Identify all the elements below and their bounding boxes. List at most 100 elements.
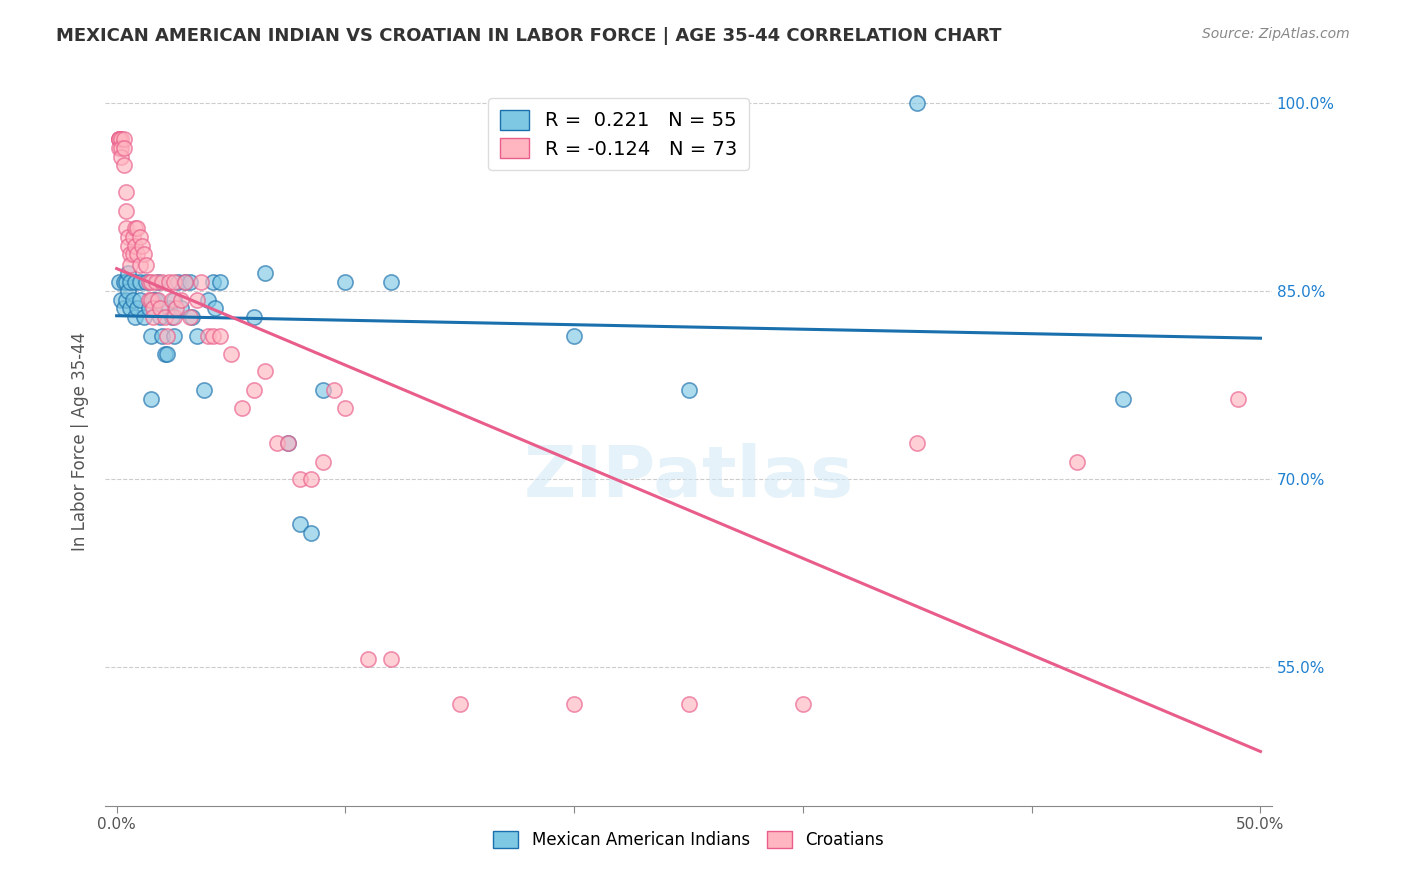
Point [127,247,149,261]
Point [138,293,160,307]
Point [139,293,162,307]
Point [299,472,322,486]
Point [108,141,131,155]
Point [110,132,132,146]
Point [139,329,162,343]
Point [121,247,143,261]
Point [179,275,201,289]
Point [254,266,277,280]
Point [110,149,132,163]
Point [357,651,380,665]
Point [112,141,135,155]
Point [128,275,150,289]
Point [186,329,208,343]
Point [149,301,172,316]
Point [127,301,149,316]
Point [153,310,176,325]
Point [131,238,153,252]
Point [208,275,231,289]
Point [562,697,585,711]
Point [145,275,167,289]
Point [163,293,186,307]
Point [190,275,212,289]
Point [174,275,197,289]
Point [114,275,136,289]
Point [277,435,299,450]
Point [157,301,180,316]
Point [170,301,193,316]
Point [120,258,142,272]
Point [197,329,219,343]
Point [121,230,143,244]
Point [117,238,139,252]
Point [114,293,136,307]
Text: Source: ZipAtlas.com: Source: ZipAtlas.com [1202,27,1350,41]
Point [108,275,131,289]
Point [156,329,179,343]
Point [678,697,700,711]
Point [117,284,139,298]
Point [254,364,277,378]
Point [120,301,142,316]
Point [163,275,186,289]
Text: ZIPatlas: ZIPatlas [523,443,853,512]
Point [204,301,226,316]
Point [288,517,311,532]
Point [108,132,131,146]
Point [219,346,242,360]
Point [449,697,471,711]
Point [163,310,186,325]
Point [157,275,180,289]
Point [208,329,231,343]
Point [110,293,132,307]
Point [160,293,183,307]
Point [288,472,311,486]
Point [146,275,169,289]
Point [243,310,266,325]
Point [146,293,169,307]
Point [197,293,219,307]
Point [112,275,135,289]
Point [1226,392,1249,406]
Point [108,132,131,146]
Point [124,221,146,235]
Y-axis label: In Labor Force | Age 35-44: In Labor Force | Age 35-44 [72,332,89,551]
Point [156,346,179,360]
Point [112,301,135,316]
Point [120,275,142,289]
Point [110,141,132,155]
Point [142,301,165,316]
Point [135,258,157,272]
Point [135,275,157,289]
Point [186,293,208,307]
Point [145,293,167,307]
Point [112,132,135,146]
Point [112,158,135,172]
Point [201,329,224,343]
Point [152,329,174,343]
Point [114,221,136,235]
Point [124,310,146,325]
Point [380,275,402,289]
Point [380,651,402,665]
Point [120,247,142,261]
Point [243,383,266,397]
Point [139,275,162,289]
Point [163,329,186,343]
Text: MEXICAN AMERICAN INDIAN VS CROATIAN IN LABOR FORCE | AGE 35-44 CORRELATION CHART: MEXICAN AMERICAN INDIAN VS CROATIAN IN L… [56,27,1001,45]
Point [311,383,333,397]
Point [142,293,165,307]
Point [201,275,224,289]
Point [167,275,190,289]
Point [335,401,357,415]
Point [128,230,150,244]
Point [266,435,288,450]
Point [152,275,174,289]
Point [335,275,357,289]
Point [165,301,187,316]
Point [108,132,131,146]
Point [299,526,322,541]
Point [562,329,585,343]
Point [127,221,149,235]
Point [160,310,183,325]
